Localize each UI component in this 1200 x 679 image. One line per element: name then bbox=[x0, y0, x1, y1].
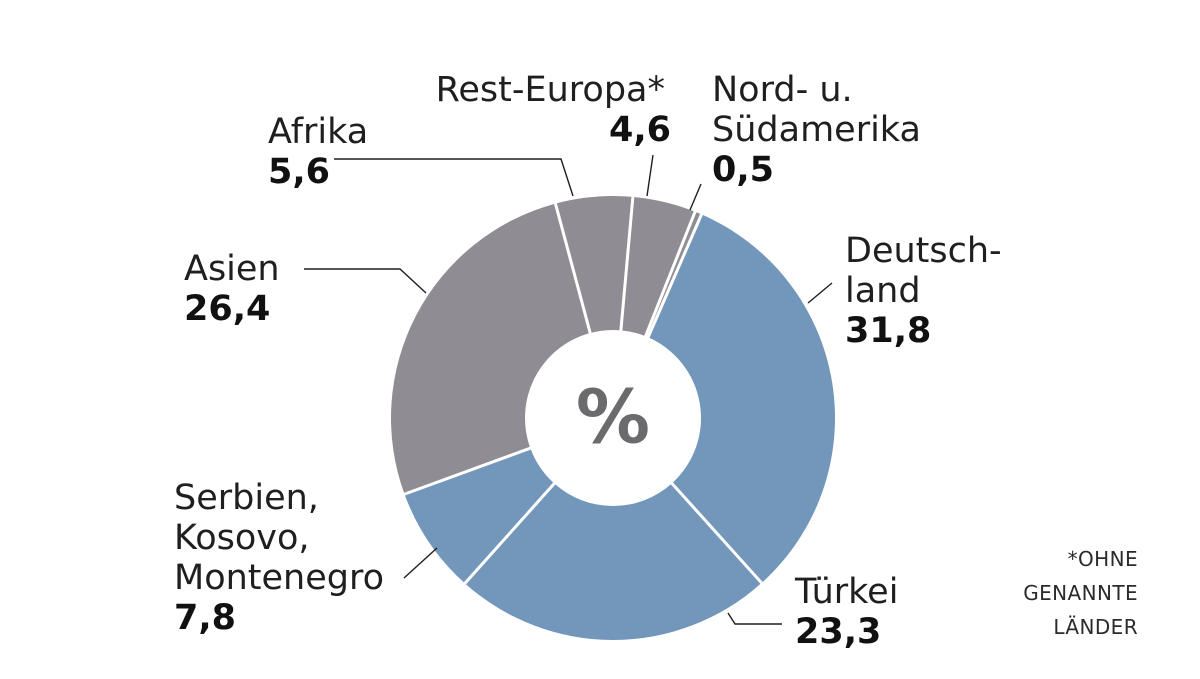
slice-label-5: Rest-Europa*4,6 bbox=[436, 70, 671, 150]
footnote-line: LÄNDER bbox=[1053, 615, 1138, 639]
slice-label-name-line: Südamerika bbox=[712, 110, 921, 150]
slice-label-name-line: Asien bbox=[184, 249, 280, 289]
footnote: *OHNE GENANNTE LÄNDER bbox=[1023, 547, 1138, 639]
slice-label-name-line: Deutsch- bbox=[845, 231, 1002, 271]
slice-separator-2 bbox=[463, 481, 557, 586]
slices-layer bbox=[391, 195, 835, 640]
slice-label-name-line: Serbien, bbox=[174, 478, 319, 518]
leader-line-0 bbox=[807, 282, 833, 304]
slice-label-value: 7,8 bbox=[174, 598, 236, 638]
slice-label-name-line: Kosovo, bbox=[174, 518, 310, 558]
donut-slice-3 bbox=[391, 203, 591, 495]
leader-line-6 bbox=[689, 183, 702, 211]
slice-separator-1 bbox=[670, 481, 764, 585]
slice-label-value: 23,3 bbox=[795, 612, 881, 652]
slice-label-name-line: land bbox=[845, 271, 921, 311]
footnote-line: GENANNTE bbox=[1023, 581, 1138, 605]
leader-line-5 bbox=[646, 154, 654, 197]
slice-separator-5 bbox=[619, 195, 635, 332]
slice-separator-3 bbox=[403, 446, 532, 496]
slice-label-name-line: Afrika bbox=[268, 112, 368, 152]
leader-line-4 bbox=[334, 158, 574, 197]
leader-line-1 bbox=[727, 612, 782, 625]
slice-label-name-line: Rest-Europa* bbox=[436, 70, 665, 110]
slice-label-name-line: Türkei bbox=[794, 572, 898, 612]
donut-slice-1 bbox=[464, 483, 762, 640]
slice-label-value: 26,4 bbox=[184, 289, 270, 329]
slice-label-name-line: Montenegro bbox=[174, 558, 384, 598]
leaders-layer bbox=[304, 154, 833, 625]
donut-slice-5 bbox=[620, 196, 696, 337]
footnote-line: *OHNE bbox=[1068, 547, 1138, 571]
slice-label-value: 5,6 bbox=[268, 152, 330, 192]
slice-separator-6 bbox=[643, 210, 697, 338]
slice-label-name-line: Nord- u. bbox=[712, 70, 853, 110]
slice-separator-0 bbox=[646, 212, 704, 339]
slice-label-value: 4,6 bbox=[609, 110, 671, 150]
leader-line-3 bbox=[304, 268, 427, 294]
donut-slice-0 bbox=[648, 214, 835, 583]
leader-line-2 bbox=[403, 547, 438, 579]
center-percent-label: % bbox=[576, 375, 650, 461]
donut-slice-4 bbox=[555, 195, 633, 334]
slice-label-value: 31,8 bbox=[845, 311, 931, 351]
slice-separator-4 bbox=[553, 202, 592, 335]
slice-label-value: 0,5 bbox=[712, 150, 774, 190]
